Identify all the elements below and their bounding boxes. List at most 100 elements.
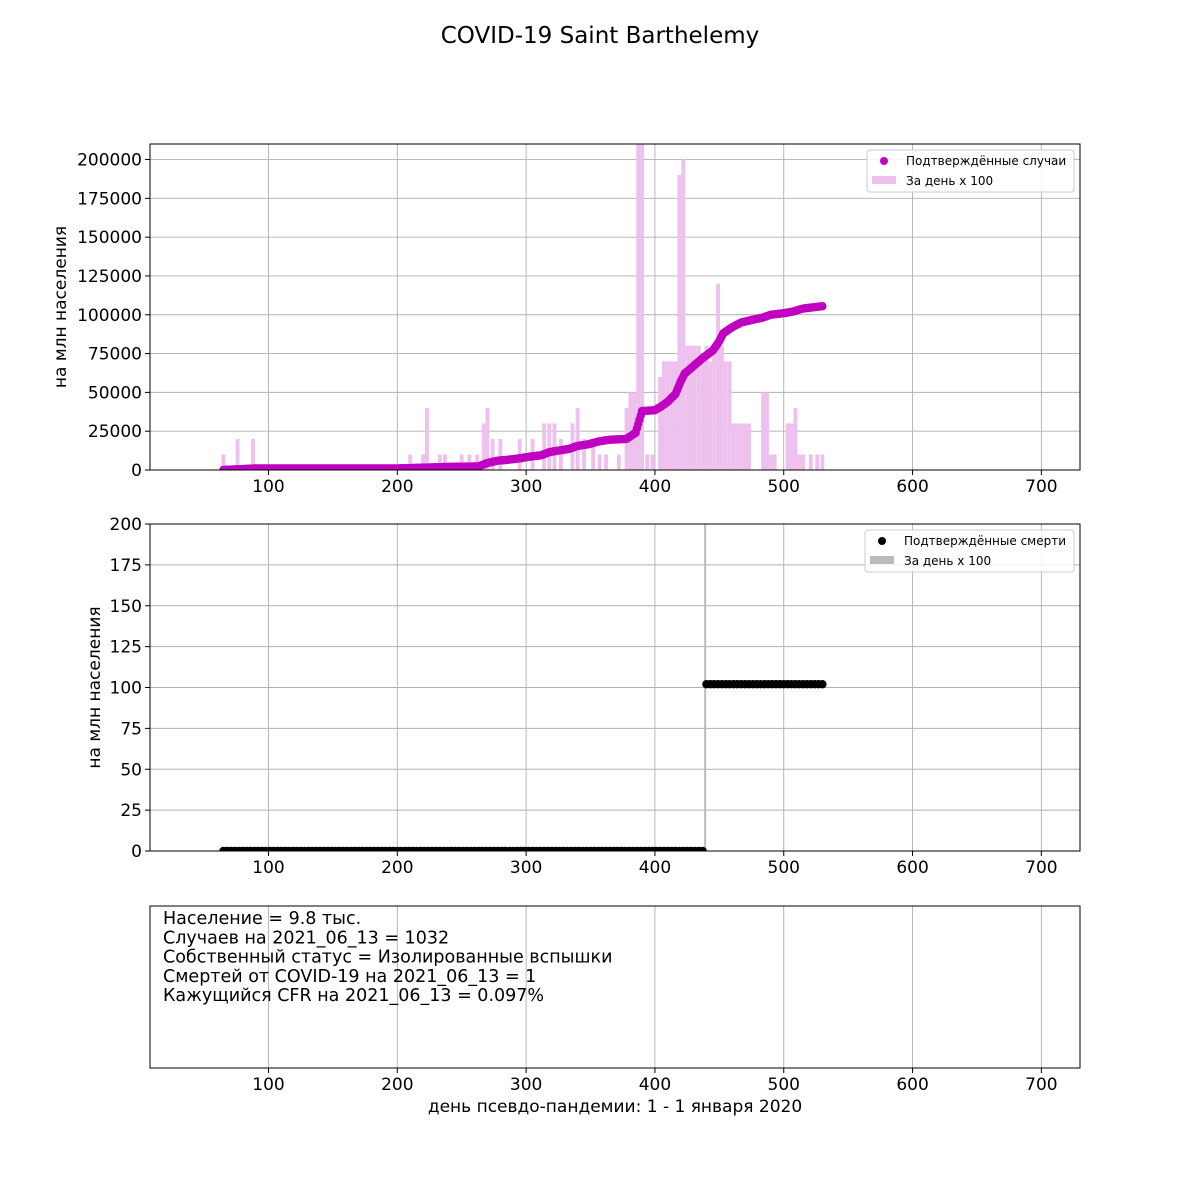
y-tick-label: 75 [120,719,142,739]
daily-cases-bar [547,423,552,470]
daily-cases-bar [650,454,655,470]
y-tick-label: 125000 [77,267,142,287]
daily-cases-bar [425,407,429,470]
legend-label-daily: За день х 100 [906,174,993,188]
grid-lines [150,144,1080,471]
daily-cases-bar [597,454,602,470]
daily-cases-bar [735,423,740,470]
x-tick-label: 500 [768,858,800,878]
y-tick-label: 150000 [77,228,142,248]
daily-cases-bar [772,454,777,470]
legend-box [866,149,1075,193]
daily-cases-bar [768,454,773,470]
daily-cases-bar [669,361,674,470]
legend-marker-deaths [878,537,886,545]
daily-cases-bar [604,454,608,470]
legend-label-daily: За день х 100 [904,554,991,568]
legend-box [864,529,1075,573]
axes-frame [149,905,1081,1069]
x-tick-label: 700 [1025,477,1057,497]
chart-title: COVID-19 Saint Barthelemy [441,23,760,49]
axes-frame [149,523,1081,852]
x-tick-label: 100 [252,858,284,878]
daily-cases-bar [645,454,650,470]
daily-cases-bar [235,438,240,470]
daily-cases-bar [815,454,820,470]
daily-cases-bar [542,423,547,470]
x-tick-label: 200 [381,1075,413,1095]
daily-cases-bar [789,423,794,470]
daily-cases-bar [408,454,413,470]
x-tick-label: 200 [381,477,413,497]
daily-cases-bar [658,376,663,470]
info-panel: 100 200 300 400 500 600 700 день псевдо-пандеми… [149,905,1081,1117]
y-tick-label: 25000 [88,422,142,442]
daily-cases-bar [640,144,644,470]
daily-cases-bar [673,361,678,470]
daily-cases-bar [575,407,580,470]
daily-cases-bar [723,361,728,470]
deaths-series [219,680,827,851]
y-axis-label: на млн населения [51,226,71,388]
daily-cases-bar [475,454,480,470]
cases-series [219,302,827,470]
axes-frame [149,143,1081,471]
daily-cases-bar [719,345,724,470]
grid-lines [268,906,1042,1068]
x-tick-label: 500 [768,477,800,497]
y-tick-label: 0 [131,842,142,862]
legend: Подтверждённые случаи За день х 100 [866,149,1075,193]
daily-cases-bar [801,454,805,470]
daily-cases-bar [628,392,633,470]
x-tick-label: 400 [639,1075,671,1095]
daily-cases-bar [467,454,472,470]
x-tick-label: 600 [896,1075,928,1095]
daily-cases-bar [681,159,686,470]
grid-lines [150,523,1080,852]
info-line: Смертей от COVID-19 на 2021_06_13 = 1 [163,967,536,987]
x-tick-label: 300 [510,858,542,878]
daily-cases-bar [665,361,670,470]
y-axis-label: на млн населения [85,606,105,768]
x-axis-label: день псевдо-пандемии: 1 - 1 января 2020 [428,1097,802,1117]
x-tick-label: 600 [896,477,928,497]
plot-area [219,144,827,470]
daily-cases-bar [820,454,825,470]
info-line: Собственный статус = Изолированные вспыш… [163,948,612,968]
daily-cases-bar [677,175,682,470]
daily-cases-bar [582,438,587,470]
deaths-panel: 100 200 300 400 500 600 700 0 25 50 75 100 125 150 175… [85,515,1081,878]
daily-cases-bar [221,454,226,470]
x-tick-label: 300 [510,1075,542,1095]
daily-cases-bar [485,407,490,470]
x-tick-label: 400 [639,858,671,878]
daily-cases-bar [689,345,693,470]
legend-marker-daily [872,176,896,184]
x-tick-label: 600 [896,858,928,878]
daily-cases-bar [785,423,790,470]
daily-cases-bar [808,454,813,470]
x-tick-label: 200 [381,858,413,878]
plot-area [219,524,827,851]
deaths-point [818,680,827,689]
x-tick-label: 100 [252,477,284,497]
y-tick-label: 0 [131,461,142,481]
daily-cases-bar [591,438,596,470]
legend-marker-daily [870,556,894,564]
daily-cases-bar [739,423,744,470]
y-tick-label: 175 [110,556,142,576]
y-tick-label: 75000 [88,345,142,365]
daily-cases-bar [692,345,697,470]
daily-cases-bar [765,392,769,470]
y-tick-label: 125 [110,638,142,658]
deaths-point [698,846,707,851]
daily-cases-bar [696,345,701,470]
daily-cases-bar [716,283,720,470]
daily-cases-bar [704,345,709,470]
x-tick-label: 100 [252,1075,284,1095]
x-tick-label: 400 [639,477,671,497]
y-tick-label: 200000 [77,151,142,171]
legend-label-cases: Подтверждённые случаи [906,154,1066,168]
daily-cases-bar [708,361,713,470]
